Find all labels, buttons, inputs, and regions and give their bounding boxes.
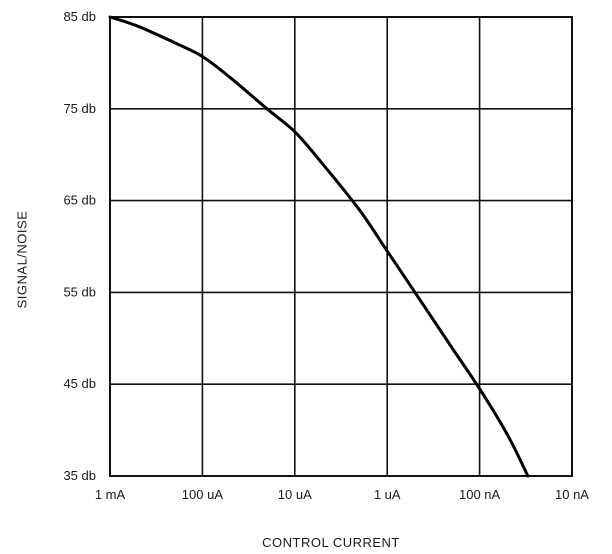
x-axis-title: CONTROL CURRENT xyxy=(262,535,400,550)
y-tick-labels: 85 db 75 db 65 db 55 db 45 db 35 db xyxy=(63,9,96,483)
signal-noise-curve xyxy=(108,15,530,478)
y-tick-label: 45 db xyxy=(63,376,96,391)
y-tick-label: 35 db xyxy=(63,468,96,483)
y-tick-label: 75 db xyxy=(63,101,96,116)
y-axis-title: SIGNAL/NOISE xyxy=(15,211,30,309)
x-tick-label: 10 nA xyxy=(555,487,589,502)
y-tick-label: 65 db xyxy=(63,193,96,208)
x-tick-label: 1 uA xyxy=(374,487,401,502)
y-tick-label: 85 db xyxy=(63,9,96,24)
x-tick-label: 100 nA xyxy=(459,487,501,502)
y-tick-label: 55 db xyxy=(63,284,96,299)
chart-grid xyxy=(109,16,573,477)
x-tick-label: 10 uA xyxy=(278,487,312,502)
x-tick-labels: 1 mA 100 uA 10 uA 1 uA 100 nA 10 nA xyxy=(95,487,589,502)
plot-frame xyxy=(109,16,573,477)
x-tick-label: 100 uA xyxy=(182,487,224,502)
x-tick-label: 1 mA xyxy=(95,487,126,502)
